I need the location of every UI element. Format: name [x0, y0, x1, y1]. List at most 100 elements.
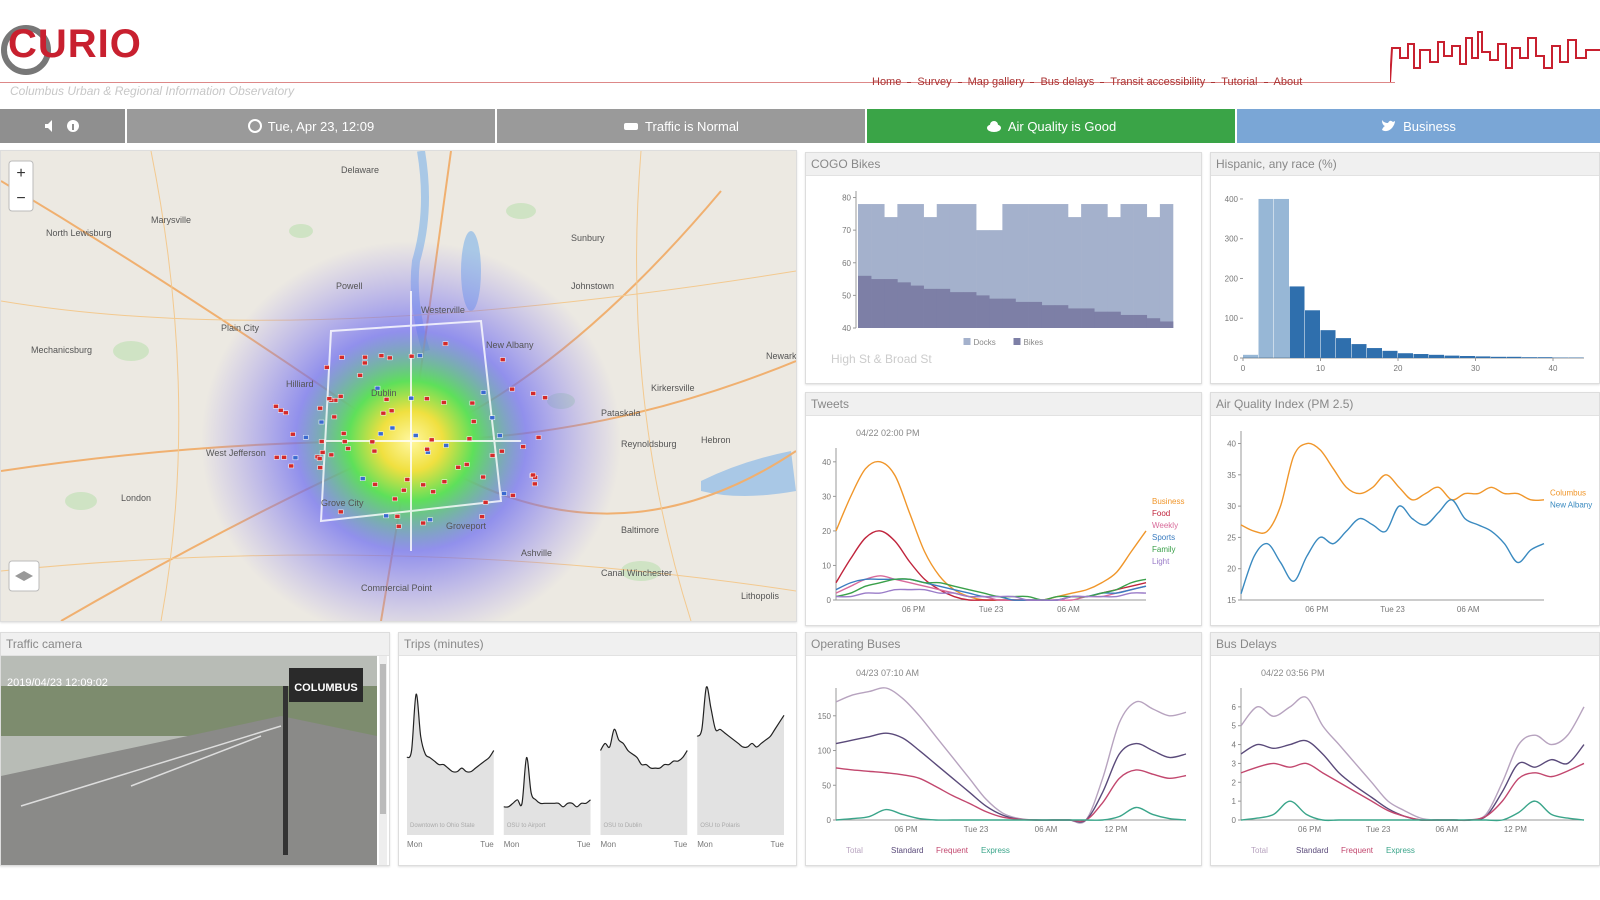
panel-title: Operating Buses [806, 633, 1201, 656]
legend-entry: Business [1152, 497, 1184, 506]
bar [963, 292, 977, 328]
bus-marker [380, 410, 387, 416]
bar [1002, 298, 1016, 328]
twitter-text: Business [1403, 118, 1456, 134]
place-label: Newark [766, 351, 796, 361]
nav-link[interactable]: Bus delays [1040, 76, 1095, 88]
trip-caption: Downtown to Ohio State [410, 823, 475, 829]
y-tick-label: 300 [1225, 235, 1239, 244]
panel-chart: 0 1 2 3 4 5 6 Total Standard Frequent Express 06 PM… [1232, 668, 1585, 855]
bus-marker [499, 448, 505, 454]
bus-marker [395, 524, 402, 529]
x-tick-label: 06 PM [1305, 605, 1328, 614]
y-tick-label: 2 [1232, 778, 1237, 787]
bus-marker [277, 408, 284, 413]
nav-separator [1263, 81, 1268, 83]
nav-link[interactable]: Survey [917, 76, 952, 88]
datetime-text: Tue, Apr 23, 12:09 [267, 118, 375, 134]
bus-marker [394, 514, 401, 519]
bar [1107, 217, 1121, 328]
panel-chart: COLUMBUS 2019/04/23 12:09:02 [1, 656, 387, 865]
scrollbar-thumb[interactable] [380, 664, 386, 814]
zoom-out[interactable]: − [16, 190, 25, 207]
settings-buttons[interactable] [0, 109, 125, 143]
bus-marker [369, 439, 376, 445]
legend-entry: Columbus [1550, 489, 1586, 498]
panel: Air Quality Index (PM 2.5) 15 20 25 30 35 40 Co… [1210, 392, 1600, 626]
y-tick-label: 3 [1232, 759, 1237, 768]
bus-marker [417, 353, 423, 358]
nav-link[interactable]: Transit accessibility [1110, 76, 1206, 88]
bus-marker [292, 455, 299, 461]
x-tick-label: Mon [601, 840, 617, 849]
y-tick-label: 100 [818, 747, 832, 756]
traffic[interactable]: Traffic is Normal [497, 109, 865, 143]
legend-entry: Standard [1296, 846, 1328, 855]
x-tick-label: 30 [1471, 364, 1480, 373]
panel-chart: 0 100 200 300 400 0 10 20 30 40 [1225, 195, 1584, 373]
bus-marker [466, 436, 473, 442]
panel-chart: 0 50 100 150 Total Standard Frequent Express 06 … [818, 668, 1187, 855]
bar [1107, 311, 1121, 328]
bus-marker [319, 450, 326, 455]
y-tick-label: 30 [1227, 502, 1236, 511]
y-tick-label: 60 [842, 259, 851, 268]
nav-link[interactable]: Tutorial [1221, 76, 1258, 88]
bus-marker [469, 400, 476, 406]
x-tick-label: Tue 23 [1380, 605, 1405, 614]
bus-marker [401, 487, 407, 493]
x-tick-label: Mon [407, 840, 423, 849]
nav-link[interactable]: Home [872, 76, 902, 88]
bus-marker [362, 360, 368, 366]
nav-link[interactable]: About [1273, 76, 1303, 88]
bus-marker [331, 414, 338, 420]
bus-marker [339, 355, 345, 360]
y-tick-label: 50 [822, 781, 831, 790]
trip-line [406, 693, 495, 773]
y-tick-label: 0 [1232, 816, 1237, 825]
series-line [835, 530, 1147, 601]
x-tick-label: 40 [1549, 364, 1558, 373]
bus-marker [489, 453, 496, 458]
bus-marker [408, 353, 415, 359]
air-quality[interactable]: Air Quality is Good [867, 109, 1235, 143]
zoom-in[interactable]: + [16, 165, 25, 182]
place-label: Marysville [151, 215, 191, 225]
logo[interactable]: CURIO [8, 22, 142, 66]
histogram-bar [1367, 348, 1382, 358]
place-label: North Lewisburg [46, 228, 112, 238]
bus-marker [345, 446, 351, 451]
y-tick-label: 70 [842, 226, 851, 235]
legend-entry: Express [1386, 846, 1415, 855]
x-tick-label: 06 PM [894, 825, 917, 834]
panel: Operating Buses 0 50 100 150 Total Standard Fre… [805, 632, 1202, 866]
bar [976, 295, 990, 328]
bus-marker [441, 479, 448, 485]
nav-separator [957, 81, 962, 83]
bar [1094, 204, 1108, 328]
histogram-bar [1351, 344, 1367, 358]
map[interactable]: + − Delaware Sunbury Marysville Plain City Pow… [0, 150, 797, 622]
bus-marker [392, 496, 398, 502]
bus-marker [318, 439, 325, 444]
bar [1081, 204, 1095, 328]
twitter-topic[interactable]: Business [1237, 109, 1600, 143]
nav-link[interactable]: Map gallery [967, 76, 1025, 88]
header-rule [0, 82, 1395, 83]
y-tick-label: 4 [1232, 741, 1237, 750]
panel-title: Hispanic, any race (%) [1211, 153, 1599, 176]
panel: Hispanic, any race (%) 0 100 200 300 400 0 10 20… [1210, 152, 1600, 384]
bus-marker [281, 455, 287, 460]
bus-marker [303, 435, 309, 440]
y-tick-label: 25 [1227, 533, 1236, 542]
bus-marker [542, 395, 548, 400]
place-label: Commercial Point [361, 583, 433, 593]
bar [1146, 318, 1161, 328]
y-tick-label: 40 [822, 458, 831, 467]
car-icon [624, 123, 639, 130]
histogram-bar [1336, 338, 1351, 358]
bus-marker [443, 443, 449, 448]
legend-entry: Food [1152, 509, 1170, 518]
trip-area [407, 694, 494, 835]
